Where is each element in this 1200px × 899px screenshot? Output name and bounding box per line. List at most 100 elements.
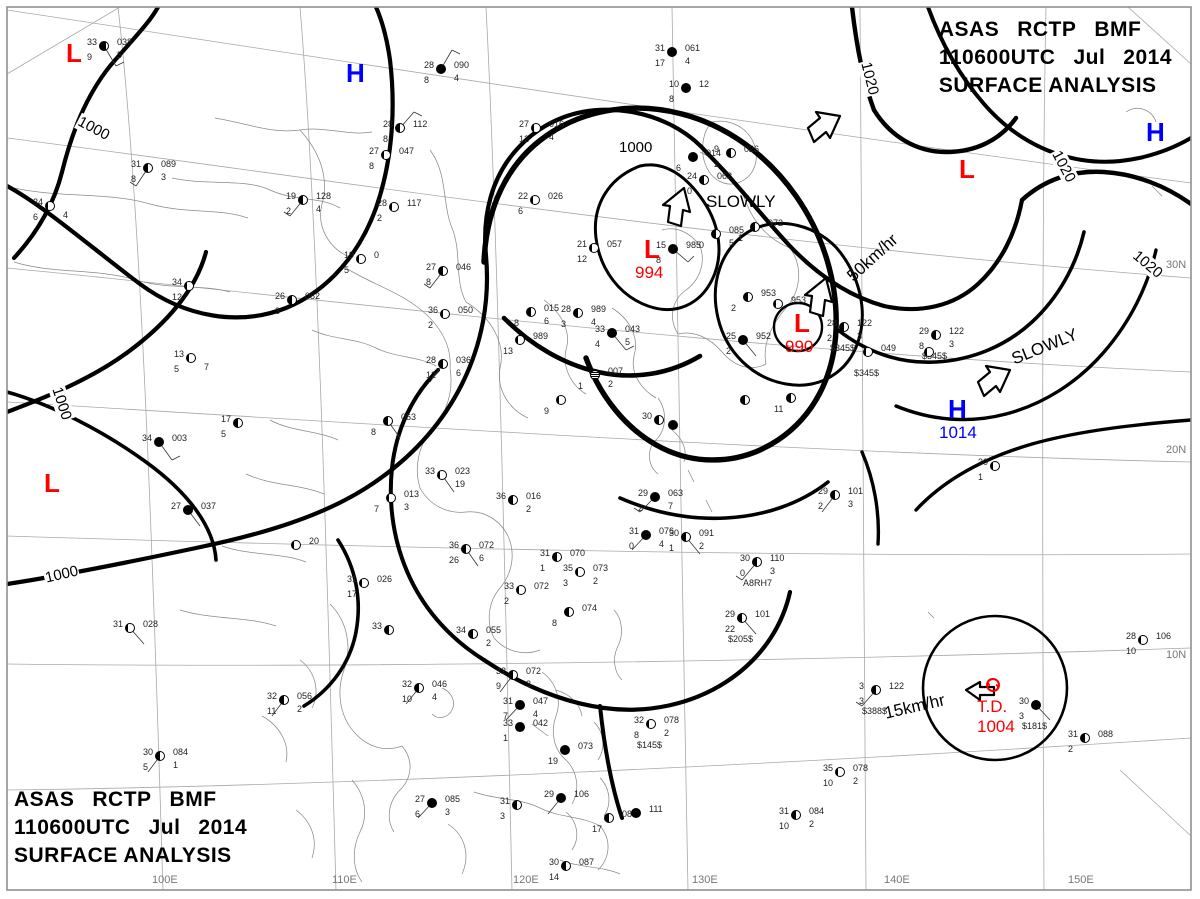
station-pressure: 078 xyxy=(853,763,869,773)
station-temperature: 30 xyxy=(669,528,680,538)
sky-cover-icon xyxy=(924,347,934,357)
station-pressure: 061 xyxy=(685,43,701,53)
station-dewpoint: 8 xyxy=(131,174,137,184)
sky-cover-icon xyxy=(184,281,194,291)
sky-cover-icon xyxy=(737,613,747,623)
sky-cover-icon xyxy=(740,395,750,405)
station-pressure: 078 xyxy=(664,715,680,725)
sky-cover-icon xyxy=(752,557,762,567)
station-cloud-type: 4 xyxy=(533,709,539,719)
motion-annotation-slowly-1: SLOWLY xyxy=(706,192,776,211)
sky-cover-icon xyxy=(750,222,760,232)
station-temperature: 31 xyxy=(779,806,790,816)
sky-cover-icon xyxy=(440,309,450,319)
station-dewpoint: 8 xyxy=(669,94,675,104)
station-dewpoint: 10 xyxy=(779,821,790,831)
header-analysis-word2: ANALYSIS xyxy=(1048,74,1157,97)
station-dewpoint: 3 xyxy=(561,319,567,329)
header-office: BMF xyxy=(1094,18,1142,41)
station-dewpoint: 5 xyxy=(174,364,180,374)
station-temperature: 21 xyxy=(577,239,588,249)
sky-cover-icon xyxy=(436,64,446,74)
sky-cover-icon xyxy=(414,683,424,693)
station-pressure: 028 xyxy=(143,619,159,629)
station-temperature: 33 xyxy=(595,324,606,334)
sky-cover-icon xyxy=(573,308,583,318)
isobar-label-iso-1000-d: 1000 xyxy=(618,139,654,156)
station-pressure: 122 xyxy=(889,681,905,691)
station-dewpoint: 8 xyxy=(656,255,662,265)
station-pressure: 057 xyxy=(607,239,623,249)
station-dewpoint: 12 xyxy=(426,370,437,380)
sky-cover-icon xyxy=(508,670,518,680)
station-temperature: 36 xyxy=(428,305,439,315)
station-temperature: 32 xyxy=(496,666,507,676)
motion-arrows xyxy=(661,110,1012,702)
footer-station: RCTP xyxy=(92,788,152,811)
station-temperature: 36 xyxy=(496,491,507,501)
station-pressure: 007 xyxy=(608,366,624,376)
header-station: RCTP xyxy=(1017,18,1077,41)
sky-cover-icon xyxy=(1138,635,1148,645)
station-cloud-type: 3 xyxy=(526,679,532,689)
station-pressure: 090 xyxy=(454,60,470,70)
station-temperature: 28 xyxy=(1126,631,1137,641)
station-temperature: 33 xyxy=(372,621,383,631)
station-temperature: 32 xyxy=(634,715,645,725)
station-cloud-type: 3 xyxy=(445,807,451,817)
station-temperature: 33 xyxy=(425,466,436,476)
station-identifier: $388$ xyxy=(862,706,888,716)
station-pressure: 076 xyxy=(659,526,675,536)
station-cloud-type: 1 xyxy=(173,760,179,770)
station-temperature: 15 xyxy=(656,240,667,250)
station-pressure: 047 xyxy=(399,146,415,156)
sky-cover-icon xyxy=(461,544,471,554)
station-cloud-type: 4 xyxy=(316,204,322,214)
station-dewpoint: 3 xyxy=(500,811,506,821)
station-pressure: 063 xyxy=(401,412,417,422)
station-pressure: 082 xyxy=(305,291,321,301)
sky-cover-icon xyxy=(154,437,164,447)
pressure-center-value: 994 xyxy=(635,263,664,282)
pressure-center-glyph: H xyxy=(948,394,967,424)
graticule-label-lat-10n: 10N xyxy=(1166,649,1187,661)
station-temperature: 32 xyxy=(402,679,413,689)
station-temperature: 31 xyxy=(131,159,142,169)
station-dewpoint: 12 xyxy=(519,134,530,144)
station-dewpoint: 6 xyxy=(518,206,524,216)
station-cloud-type: 7 xyxy=(204,362,210,372)
station-pressure: 085 xyxy=(445,794,461,804)
sky-cover-icon xyxy=(631,808,641,818)
motion-arrow-50kmhr xyxy=(806,110,842,144)
station-dewpoint: 8 xyxy=(426,277,432,287)
station-pressure: 985 xyxy=(686,240,702,250)
station-identifier: A8RH7 xyxy=(743,578,773,588)
station-pressure: 046 xyxy=(456,262,472,272)
station-pressure: 026 xyxy=(744,144,760,154)
footer-analysis-word2: ANALYSIS xyxy=(123,844,232,867)
station-dewpoint: 17 xyxy=(592,824,603,834)
graticule-label-lat-20n: 20N xyxy=(1166,444,1187,456)
station-pressure: 072 xyxy=(526,666,542,676)
sky-cover-icon xyxy=(654,415,664,425)
station-dewpoint: 6 xyxy=(33,212,39,222)
station-temperature: 34 xyxy=(142,433,153,443)
sky-cover-icon xyxy=(560,745,570,755)
station-temperature: 30 xyxy=(642,411,653,421)
station-cloud-type: 6 xyxy=(479,553,485,563)
header-valid-time: 110600UTC xyxy=(938,46,1056,69)
graticule-label-lon-120e: 120E xyxy=(513,874,539,886)
sky-cover-icon xyxy=(515,700,525,710)
station-pressure: 016 xyxy=(549,119,565,129)
station-temperature: 19 xyxy=(286,191,297,201)
station-pressure: 084 xyxy=(809,806,825,816)
station-dewpoint: 0 xyxy=(699,240,705,250)
sky-cover-icon xyxy=(437,470,447,480)
station-temperature: 25 xyxy=(726,331,737,341)
sky-cover-icon xyxy=(1031,700,1041,710)
sky-cover-icon xyxy=(530,195,540,205)
station-cloud-type: 3 xyxy=(949,339,955,349)
station-temperature: 29 xyxy=(725,609,736,619)
station-temperature: 32 xyxy=(267,691,278,701)
station-pressure: 989 xyxy=(533,331,549,341)
